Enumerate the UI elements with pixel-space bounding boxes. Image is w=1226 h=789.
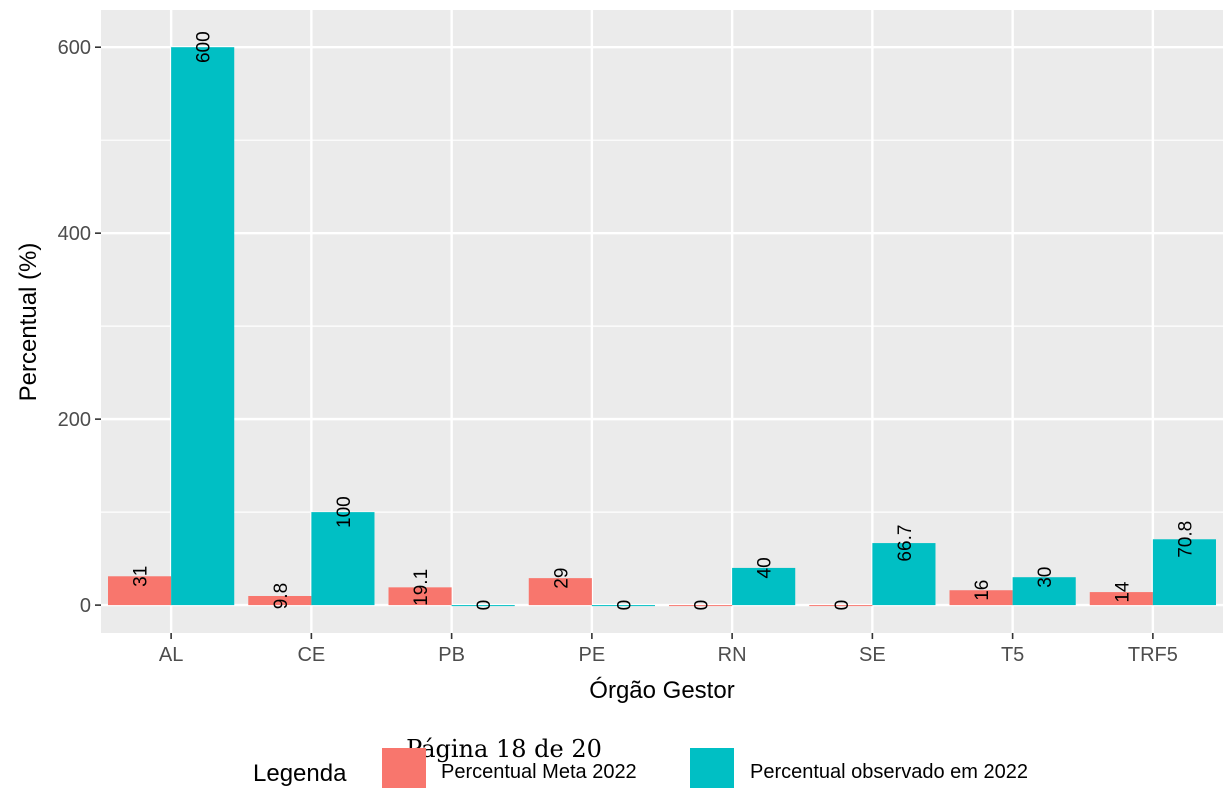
x-tick-label: AL [159,644,183,666]
plot-panel [101,10,1223,633]
bar-value-label: 0 [832,600,853,611]
bar-meta-se [809,605,873,607]
bar-value-label: 30 [1035,567,1056,588]
legend-key-meta [382,748,426,788]
bar-value-label: 100 [334,496,355,528]
x-tick-label: SE [859,644,886,666]
x-tick-label: PE [579,644,606,666]
legend-label-observado: Percentual observado em 2022 [750,761,1028,783]
legend-key-observado [690,748,734,788]
x-tick-label: RN [718,644,747,666]
bar-meta-trf5 [1089,592,1153,606]
bar-value-label: 40 [755,557,776,578]
bar-value-label: 19.1 [411,569,432,606]
bar-value-label: 14 [1112,581,1133,603]
bar-value-label: 9.8 [271,583,292,609]
legend-title: Legenda [253,760,347,787]
y-tick-label: 600 [58,37,91,59]
bar-value-label: 31 [131,566,152,587]
bar-meta-pb [388,587,452,606]
bar-observado-pe [591,605,655,607]
bar-meta-al [108,576,172,606]
x-tick-label: T5 [1001,644,1024,666]
y-axis-title: Percentual (%) [15,243,42,402]
bar-observado-t5 [1012,577,1076,606]
x-tick-label: CE [297,644,325,666]
bar-value-label: 66.7 [895,525,916,562]
bar-observado-ce [311,512,375,606]
y-tick-label: 0 [80,595,91,617]
bar-meta-rn [669,605,733,607]
x-axis: AL CE PB PE RN SE T5 TRF5 [159,633,1178,666]
bar-observado-se [872,543,936,606]
page-footer-text: Página 18 de 20 [406,735,602,763]
y-tick-label: 400 [58,223,91,245]
bar-value-label: 600 [194,31,215,63]
minor-gridlines [101,139,1223,513]
major-gridlines [101,10,1223,633]
bar-meta-t5 [949,590,1013,606]
bar-observado-al [171,47,235,606]
bar-value-label: 70.8 [1175,521,1196,558]
bar-value-label: 16 [972,580,993,601]
legend: Legenda Percentual Meta 2022 Percentual … [253,748,1028,788]
bar-observado-trf5 [1152,539,1216,606]
x-tick-label: PB [438,644,465,666]
bar-labels: 31 9.8 19.1 29 0 0 16 14 600 100 0 0 40 66.7 30 70.8 [131,31,1197,610]
x-axis-title: Órgão Gestor [589,677,734,704]
bar-value-label: 29 [551,568,572,589]
y-axis: 0 200 400 600 [58,37,101,617]
bar-value-label: 0 [692,600,713,611]
bars [108,47,1216,607]
y-tick-label: 200 [58,409,91,431]
x-tick-label: TRF5 [1128,644,1178,666]
bar-value-label: 0 [614,600,635,611]
legend-label-meta: Percentual Meta 2022 [441,761,637,783]
bar-meta-pe [528,578,592,606]
bar-meta-ce [248,595,312,606]
bar-observado-rn [732,567,796,606]
bar-observado-pb [451,605,515,607]
bar-value-label: 0 [474,600,495,611]
